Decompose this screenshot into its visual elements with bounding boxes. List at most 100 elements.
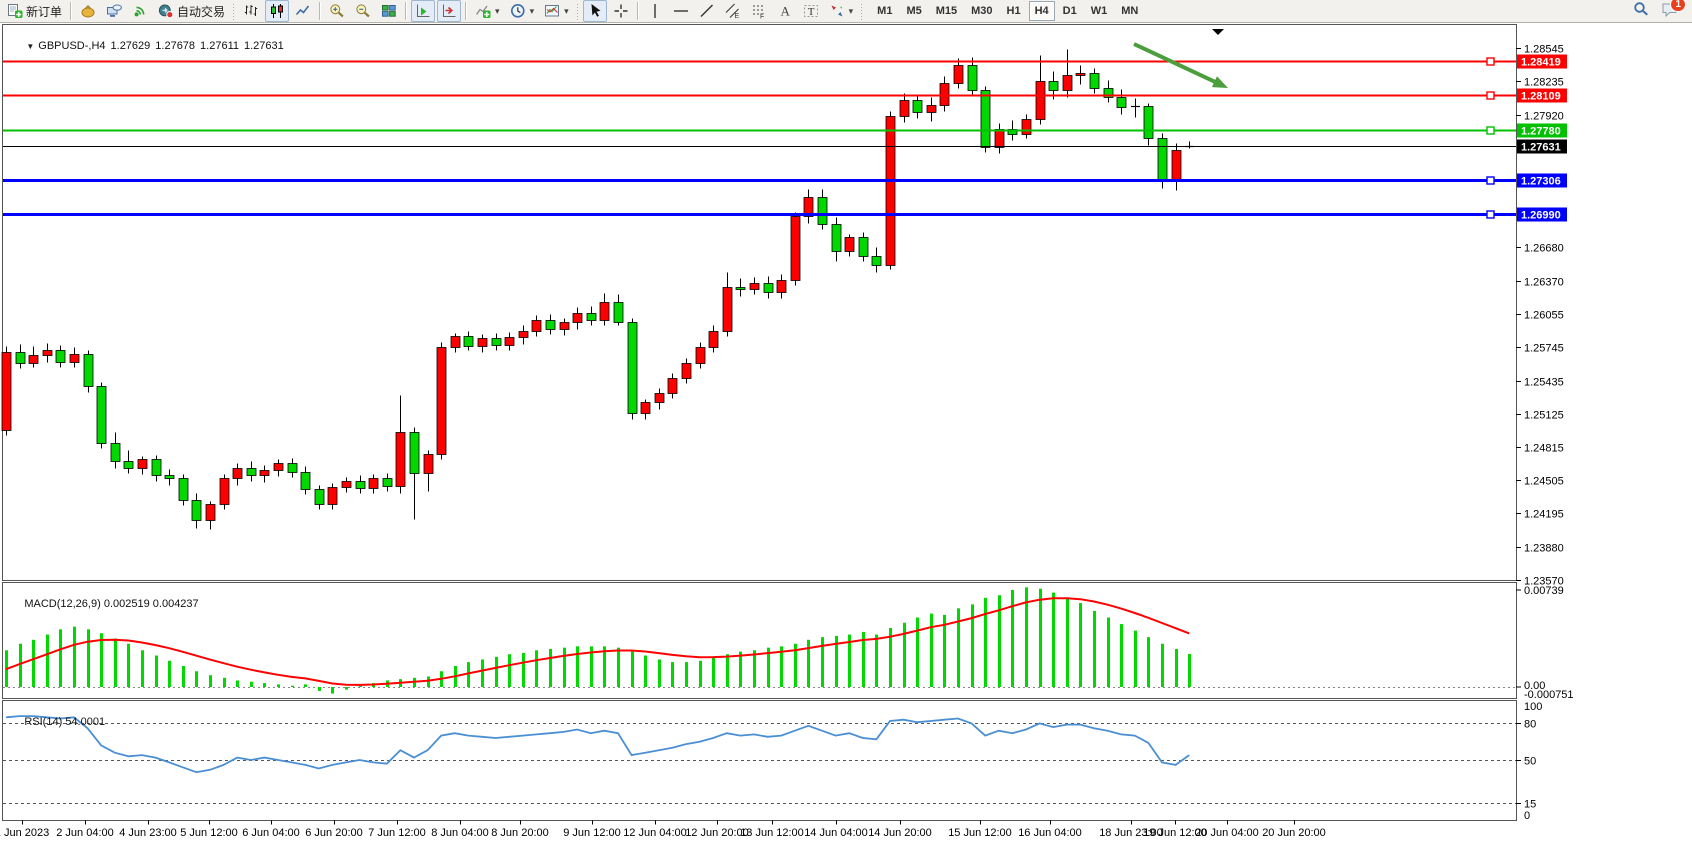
zoom-out-button[interactable] — [351, 0, 375, 22]
autotrading-icon — [158, 3, 174, 19]
svg-text:1.24815: 1.24815 — [1524, 443, 1564, 455]
hline-handle[interactable] — [1486, 91, 1495, 100]
svg-text:2 Jun 04:00: 2 Jun 04:00 — [56, 827, 114, 839]
trendline-icon — [699, 3, 715, 19]
vertical-line-button[interactable] — [643, 0, 667, 22]
chart-window[interactable]: 1.28545 1.28235 1.27920 1.26680 1.26370 1.260… — [0, 24, 1692, 843]
toolbar-grip — [232, 2, 237, 20]
toolbar: 新订单 自动交易 ▾ ▾ ▾ E F A T ▾ M1 M5 M15 M30 H1 H4 D1 W1 MN 1 — [0, 0, 1692, 23]
zoom-in-icon — [329, 3, 345, 19]
crosshair-button[interactable] — [609, 0, 633, 22]
crosshair-icon — [613, 3, 629, 19]
chart-shift-button[interactable] — [437, 0, 462, 22]
cursor-button[interactable] — [582, 0, 607, 22]
zoom-in-button[interactable] — [325, 0, 349, 22]
market-watch-button[interactable] — [76, 0, 100, 22]
timeframe-h1[interactable]: H1 — [1006, 5, 1021, 17]
text-label-button[interactable]: T — [799, 0, 823, 22]
indicators-button[interactable]: ▾ — [471, 0, 504, 22]
toolbar-separator — [405, 2, 408, 20]
timeframe-w1[interactable]: W1 — [1090, 5, 1108, 17]
svg-text:19 Jun 12:00: 19 Jun 12:00 — [1143, 827, 1207, 839]
terminal-button[interactable] — [102, 0, 126, 22]
new-order-icon — [7, 3, 23, 19]
search-button[interactable] — [1630, 1, 1652, 21]
svg-text:7 Jun 12:00: 7 Jun 12:00 — [368, 827, 426, 839]
svg-text:1.27920: 1.27920 — [1524, 111, 1564, 123]
zoom-out-icon — [355, 3, 371, 19]
vline-icon — [647, 3, 663, 19]
timeframe-m30[interactable]: M30 — [971, 5, 993, 17]
fibonacci-icon: F — [751, 3, 767, 19]
toolbar-buttons: 新订单 自动交易 ▾ ▾ ▾ E F A T ▾ — [2, 0, 866, 22]
hline-handle[interactable] — [1486, 126, 1495, 135]
svg-text:1.23570: 1.23570 — [1524, 576, 1564, 588]
toolbar-separator — [319, 2, 322, 20]
svg-text:1.25125: 1.25125 — [1524, 410, 1564, 422]
new-order-button[interactable]: 新订单 — [3, 0, 66, 22]
svg-text:1.23880: 1.23880 — [1524, 543, 1564, 555]
timeframe-m5[interactable]: M5 — [906, 5, 922, 17]
svg-text:F: F — [760, 14, 764, 20]
timeframe-toolbar: M1 M5 M15 M30 H1 H4 D1 W1 MN — [870, 1, 1145, 21]
svg-text:20 Jun 20:00: 20 Jun 20:00 — [1262, 827, 1326, 839]
svg-text:16 Jun 04:00: 16 Jun 04:00 — [1018, 827, 1082, 839]
svg-text:50: 50 — [1524, 756, 1536, 768]
toolbar-separator — [70, 2, 73, 20]
price-badge — [1517, 54, 1567, 69]
arrows-button[interactable]: ▾ — [825, 0, 858, 22]
signals-button[interactable] — [128, 0, 152, 22]
svg-text:0.00739: 0.00739 — [1524, 585, 1564, 597]
svg-text:14 Jun 04:00: 14 Jun 04:00 — [804, 827, 868, 839]
auto-scroll-icon — [415, 3, 431, 19]
svg-text:15 Jun 12:00: 15 Jun 12:00 — [948, 827, 1012, 839]
price-badge — [1517, 139, 1567, 154]
svg-text:12 Jun 20:00: 12 Jun 20:00 — [685, 827, 749, 839]
fibonacci-button[interactable]: F — [747, 0, 771, 22]
channel-icon: E — [725, 3, 741, 19]
chevron-down-icon: ▾ — [848, 5, 854, 16]
search-icon — [1633, 1, 1649, 22]
auto-scroll-button[interactable] — [411, 0, 436, 22]
auto-trading-button[interactable]: 自动交易 — [154, 0, 229, 22]
macd-signal-line — [5, 597, 1190, 686]
trendline-button[interactable] — [695, 0, 719, 22]
signals-icon — [132, 3, 148, 19]
line-chart-button[interactable] — [291, 0, 315, 22]
svg-text:12 Jun 04:00: 12 Jun 04:00 — [623, 827, 687, 839]
bar-chart-button[interactable] — [239, 0, 263, 22]
svg-text:6 Jun 04:00: 6 Jun 04:00 — [242, 827, 300, 839]
hline-handle[interactable] — [1486, 176, 1495, 185]
candlestick-icon — [269, 3, 285, 19]
hline-handle[interactable] — [1486, 210, 1495, 219]
svg-text:8 Jun 04:00: 8 Jun 04:00 — [431, 827, 489, 839]
timeframe-h4[interactable]: H4 — [1028, 1, 1055, 21]
candlestick-chart-button[interactable] — [265, 0, 290, 22]
templates-button[interactable]: ▾ — [540, 0, 573, 22]
notifications-button[interactable]: 1 — [1658, 0, 1686, 21]
chart-canvas[interactable]: 1.28545 1.28235 1.27920 1.26680 1.26370 1.260… — [0, 24, 1692, 843]
toolbar-separator — [465, 2, 468, 20]
timeframe-m1[interactable]: M1 — [877, 5, 893, 17]
bar-chart-icon — [243, 3, 259, 19]
trend-arrow[interactable] — [1133, 42, 1222, 87]
chart-shift-marker[interactable] — [1212, 29, 1224, 35]
timeframe-mn[interactable]: MN — [1121, 5, 1139, 17]
timeframe-d1[interactable]: D1 — [1062, 5, 1077, 17]
timeframe-m15[interactable]: M15 — [935, 5, 958, 17]
hline-handle[interactable] — [1486, 57, 1495, 66]
text-button[interactable]: A — [773, 0, 797, 22]
tile-windows-button[interactable] — [377, 0, 401, 22]
svg-text:-0.000751: -0.000751 — [1524, 689, 1574, 701]
channel-button[interactable]: E — [721, 0, 745, 22]
svg-text:100: 100 — [1524, 701, 1542, 713]
svg-text:1.26370: 1.26370 — [1524, 277, 1564, 289]
svg-text:1.27780: 1.27780 — [1521, 126, 1561, 138]
text-icon: A — [777, 3, 793, 19]
svg-text:E: E — [734, 13, 739, 19]
periods-button[interactable]: ▾ — [506, 0, 539, 22]
horizontal-line-button[interactable] — [669, 0, 693, 22]
svg-text:9 Jun 12:00: 9 Jun 12:00 — [563, 827, 621, 839]
terminal-icon — [106, 3, 122, 19]
